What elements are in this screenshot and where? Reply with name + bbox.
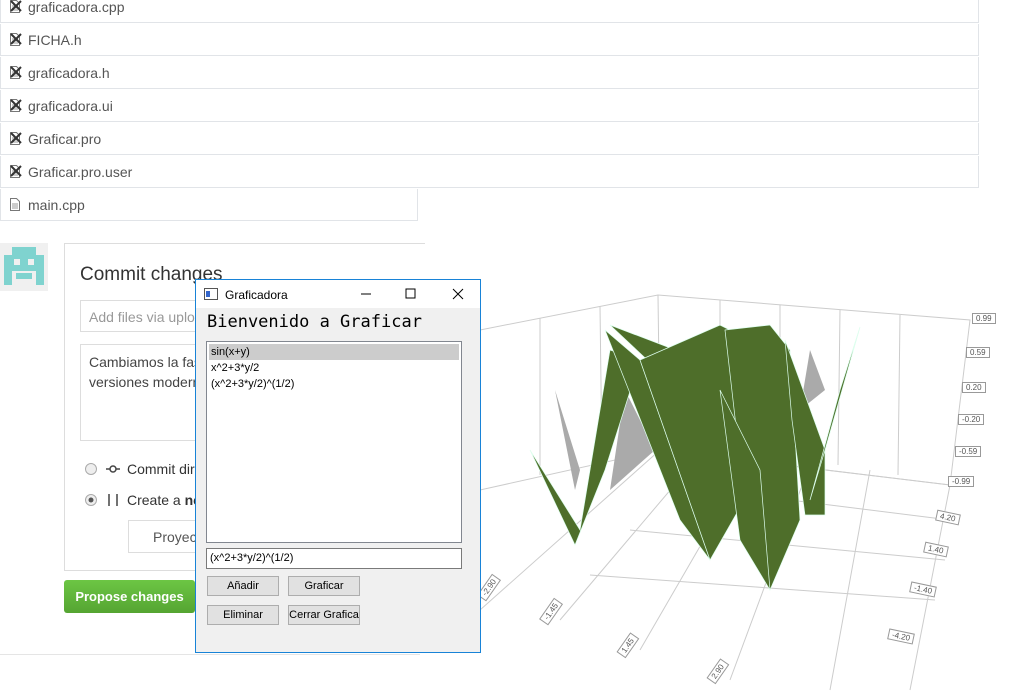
title-bar [196,280,480,308]
file-row: main.cpp [0,189,418,221]
file-name[interactable]: graficadora.cpp [28,0,125,15]
file-name[interactable]: graficadora.ui [28,98,113,114]
remove-icon[interactable] [10,0,22,12]
window-controls[interactable] [356,286,476,302]
app-icon [204,288,218,300]
option-direct[interactable]: Commit dir [127,461,195,477]
commit-title: Commit changes [80,264,223,285]
remove-icon[interactable] [10,132,22,144]
z-tick-label: 0.99 [972,313,996,324]
z-tick-label: 0.20 [962,382,986,393]
function-input[interactable]: (x^2+3*y/2)^(1/2) [206,548,462,569]
z-tick-label: -0.99 [948,476,975,487]
file-row: graficadora.ui [0,90,979,122]
plot-button[interactable]: Graficar [288,576,360,596]
file-row: graficadora.cpp [0,0,979,23]
function-item[interactable]: x^2+3*y/2 [211,362,260,374]
remove-icon[interactable] [10,66,22,78]
function-list[interactable]: sin(x+y) x^2+3*y/2 (x^2+3*y/2)^(1/2) [206,341,462,543]
function-item[interactable]: (x^2+3*y/2)^(1/2) [211,378,295,390]
close-plot-button[interactable]: Cerrar Grafica [288,605,360,625]
delete-button[interactable]: Eliminar [207,605,279,625]
radio-icons [85,463,120,506]
file-name[interactable]: FICHA.h [28,32,82,48]
heading: Bienvenido a Graficar [207,312,422,332]
add-button[interactable]: Añadir [207,576,279,596]
file-icon [10,198,20,211]
remove-icon[interactable] [10,99,22,111]
line: versiones modern [89,374,201,390]
file-name[interactable]: main.cpp [28,197,85,213]
propose-button[interactable]: Propose changes [64,580,195,613]
file-name[interactable]: graficadora.h [28,65,110,81]
file-name[interactable]: Graficar.pro [28,131,102,147]
option-new[interactable]: Create a ne [127,492,201,508]
z-tick-label: 0.59 [966,347,990,358]
z-tick-label: -0.59 [955,446,982,457]
remove-icon[interactable] [10,33,22,45]
file-name[interactable]: Graficar.pro.user [28,164,133,180]
remove-icon[interactable] [10,165,22,177]
file-row: Graficar.pro [0,123,979,155]
text: Create a [127,492,185,508]
file-row: Graficar.pro.user [0,156,979,188]
function-item[interactable]: sin(x+y) [209,344,459,360]
z-tick-label: -0.20 [958,414,985,425]
file-row: graficadora.h [0,57,979,89]
plot-3d [480,294,971,691]
dialog: Graficadora Bienvenido a Graficar sin(x+… [195,279,481,653]
divider [0,654,420,655]
line: Cambiamos la fas [89,354,202,370]
window-title: Graficadora [225,288,288,302]
avatar [0,243,48,291]
file-row: FICHA.h [0,24,979,56]
